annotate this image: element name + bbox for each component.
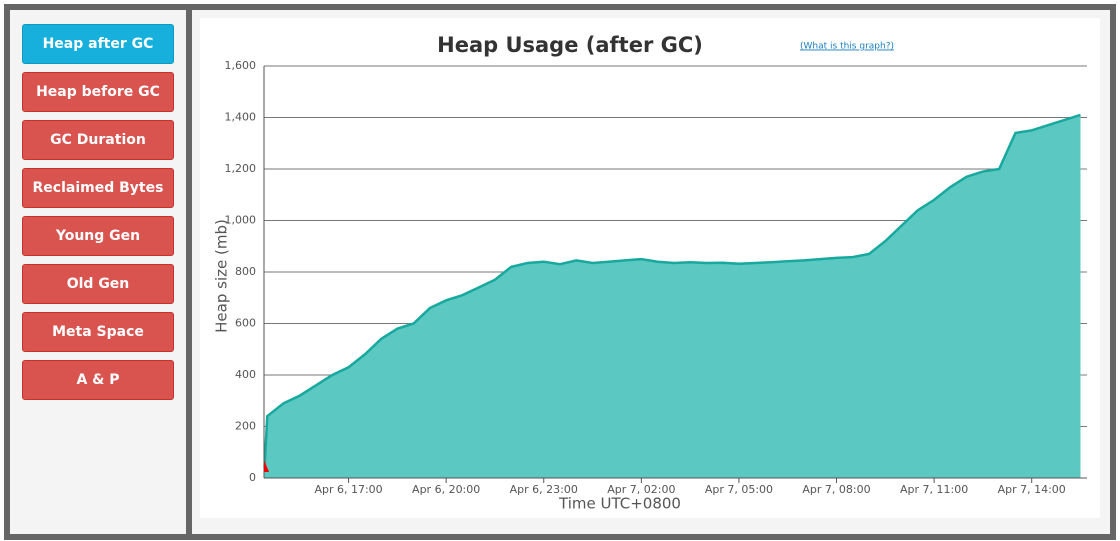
y-tick-label: 200 (235, 420, 256, 433)
x-tick-label: Apr 6, 17:00 (314, 483, 382, 496)
y-tick-label: 800 (235, 265, 256, 278)
x-tick-label: Apr 7, 14:00 (998, 483, 1066, 496)
y-tick-label: 400 (235, 368, 256, 381)
nav-button[interactable]: Meta Space (22, 312, 174, 352)
line (263, 113, 1081, 468)
nav-button[interactable]: Reclaimed Bytes (22, 168, 174, 208)
x-tick-label: Apr 7, 08:00 (802, 483, 870, 496)
x-tick-label: Apr 6, 20:00 (412, 483, 480, 496)
main-panel: Heap Usage (after GC) (What is this grap… (192, 10, 1110, 534)
x-axis-label: Time UTC+0800 (558, 495, 681, 513)
chart-title: Heap Usage (after GC) (437, 33, 703, 57)
nav-button[interactable]: Heap after GC (22, 24, 174, 64)
y-tick-label: 0 (249, 471, 256, 484)
nav-button[interactable]: A & P (22, 360, 174, 400)
y-tick-label: 1,200 (225, 162, 257, 175)
x-tick-label: Apr 6, 23:00 (510, 483, 578, 496)
x-tick-label: Apr 7, 11:00 (900, 483, 968, 496)
help-link-text[interactable]: (What is this graph?) (800, 42, 894, 52)
nav-button[interactable]: Young Gen (22, 216, 174, 256)
y-tick-label: 1,000 (225, 214, 257, 227)
nav-button[interactable]: Heap before GC (22, 72, 174, 112)
x-tick-label: Apr 7, 05:00 (705, 483, 773, 496)
area (264, 114, 1081, 479)
sidebar: Heap after GC Heap before GC GC Duration Re… (10, 10, 186, 534)
frame: Heap after GC Heap before GC GC Duration Re… (4, 4, 1116, 540)
y-tick-label: 600 (235, 317, 256, 330)
marker (264, 460, 269, 472)
y-tick-label: 1,600 (225, 59, 257, 72)
help-link[interactable]: (What is this graph?) (800, 42, 894, 52)
nav-button[interactable]: GC Duration (22, 120, 174, 160)
nav-button[interactable]: Old Gen (22, 264, 174, 304)
x-tick-label: Apr 7, 02:00 (607, 483, 675, 496)
chart: Heap Usage (after GC) (What is this grap… (200, 18, 1100, 518)
y-axis-label: Heap size (mb) (213, 219, 231, 333)
y-tick-label: 1,400 (225, 111, 257, 124)
